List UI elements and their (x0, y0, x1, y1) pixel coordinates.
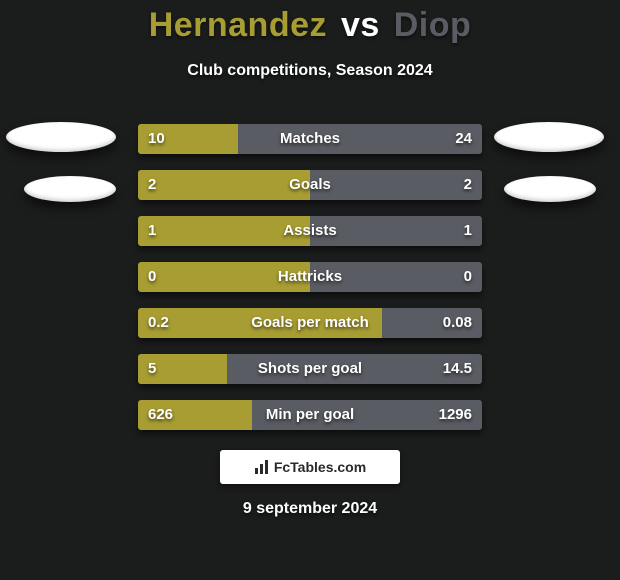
title-vs: vs (341, 6, 380, 44)
stat-row: 6261296Min per goal (138, 400, 482, 430)
title: Hernandez vs Diop (0, 6, 620, 45)
comparison-infographic: Hernandez vs Diop Club competitions, Sea… (0, 0, 620, 580)
stats-bars: 1024Matches 22Goals 11Assists 00Hattricks 0.… (138, 124, 482, 446)
stat-label: Min per goal (138, 400, 482, 430)
chart-icon (254, 459, 270, 475)
stat-label: Assists (138, 216, 482, 246)
stat-label: Shots per goal (138, 354, 482, 384)
stat-row: 514.5Shots per goal (138, 354, 482, 384)
stat-label: Matches (138, 124, 482, 154)
logo-text: FcTables.com (274, 459, 366, 475)
player2-avatar (494, 122, 604, 152)
title-player2: Diop (394, 6, 472, 44)
date: 9 september 2024 (0, 500, 620, 518)
player2-club-badge (504, 176, 596, 202)
stat-label: Hattricks (138, 262, 482, 292)
stat-label: Goals (138, 170, 482, 200)
stat-row: 22Goals (138, 170, 482, 200)
player1-avatar (6, 122, 116, 152)
stat-row: 1024Matches (138, 124, 482, 154)
player1-club-badge (24, 176, 116, 202)
stat-row: 11Assists (138, 216, 482, 246)
subtitle: Club competitions, Season 2024 (0, 62, 620, 80)
title-player1: Hernandez (149, 6, 327, 44)
stat-row: 00Hattricks (138, 262, 482, 292)
stat-label: Goals per match (138, 308, 482, 338)
fctables-logo: FcTables.com (220, 450, 400, 484)
stat-row: 0.20.08Goals per match (138, 308, 482, 338)
